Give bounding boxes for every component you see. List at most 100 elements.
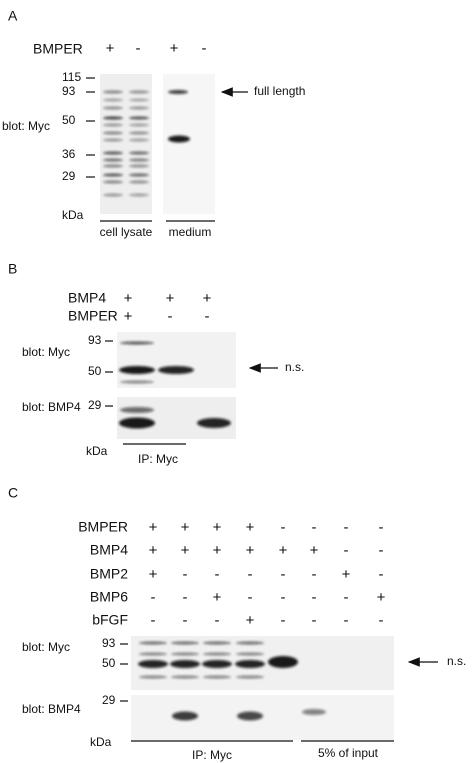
sign: - — [215, 566, 220, 583]
band — [171, 641, 199, 645]
band — [120, 341, 154, 345]
band — [129, 193, 149, 197]
sign: - — [151, 589, 156, 606]
band — [103, 164, 123, 168]
band — [171, 652, 199, 656]
sign: + — [149, 566, 158, 583]
sign: + — [246, 542, 255, 559]
band — [129, 173, 149, 177]
sign: - — [344, 589, 349, 606]
blot — [117, 332, 236, 388]
band — [120, 407, 154, 413]
band — [119, 366, 155, 374]
band — [129, 180, 149, 184]
mw-marker: 29 — [62, 169, 76, 183]
sign: + — [279, 542, 288, 559]
sign: + — [124, 290, 133, 307]
sign: - — [379, 612, 384, 629]
band — [168, 90, 188, 94]
blot-label: blot: Myc — [22, 640, 70, 654]
band — [119, 417, 155, 429]
annotation: full length — [254, 84, 305, 98]
kda-label: kDa — [90, 735, 112, 749]
sign: - — [248, 566, 253, 583]
band — [139, 652, 167, 656]
row-label: BMPER — [78, 519, 128, 535]
sign: - — [168, 308, 173, 325]
band — [197, 418, 231, 428]
band — [203, 641, 231, 645]
band — [103, 98, 123, 102]
sign: - — [183, 612, 188, 629]
band — [129, 138, 149, 142]
sign: - — [344, 519, 349, 536]
band — [171, 675, 199, 679]
sign: + — [213, 519, 222, 536]
sign: - — [248, 589, 253, 606]
band — [168, 135, 190, 143]
band — [139, 675, 167, 679]
blot-label: blot: BMP4 — [22, 400, 81, 414]
row-label: BMPER — [68, 308, 118, 324]
band — [129, 151, 149, 155]
sign: + — [310, 542, 319, 559]
row-label: bFGF — [92, 612, 128, 628]
sign: - — [136, 40, 141, 57]
band — [236, 675, 264, 679]
group-label: cell lysate — [100, 225, 153, 239]
band — [103, 116, 123, 120]
sign: - — [312, 612, 317, 629]
band — [268, 656, 298, 668]
mw-marker: 36 — [62, 147, 76, 161]
group-label: IP: Myc — [138, 452, 178, 466]
annotation: n.s. — [285, 360, 304, 374]
sign: - — [312, 519, 317, 536]
band — [138, 660, 168, 668]
mw-marker: 50 — [88, 364, 102, 378]
annotation: n.s. — [447, 654, 466, 668]
band — [235, 660, 265, 668]
band — [129, 98, 149, 102]
sign: + — [166, 290, 175, 307]
band — [129, 164, 149, 168]
band — [203, 675, 231, 679]
sign: + — [246, 612, 255, 629]
band — [120, 380, 154, 384]
sign: + — [213, 542, 222, 559]
row-label: BMP2 — [90, 566, 128, 582]
band — [129, 131, 149, 135]
sign: + — [203, 290, 212, 307]
band — [103, 138, 123, 142]
group-label: IP: Myc — [192, 748, 232, 762]
sign: - — [151, 612, 156, 629]
sign: + — [181, 519, 190, 536]
mw-marker: 93 — [88, 333, 102, 347]
mw-marker: 93 — [102, 636, 116, 650]
sign: - — [379, 542, 384, 559]
sign: - — [205, 308, 210, 325]
sign: - — [312, 589, 317, 606]
sign: + — [170, 40, 179, 57]
band — [129, 123, 149, 127]
band — [103, 90, 123, 94]
sign: - — [344, 612, 349, 629]
mw-marker: 50 — [102, 656, 116, 670]
panel-label: A — [8, 8, 18, 24]
band — [236, 641, 264, 645]
band — [129, 116, 149, 120]
sign: + — [181, 542, 190, 559]
panel-label: B — [8, 261, 17, 277]
band — [139, 641, 167, 645]
sign: + — [106, 40, 115, 57]
sign: - — [215, 612, 220, 629]
row-label: BMPER — [33, 41, 83, 57]
group-label: 5% of input — [318, 746, 379, 760]
band — [236, 652, 264, 656]
band — [129, 158, 149, 162]
lines — [100, 87, 438, 742]
blot-label: blot: Myc — [2, 119, 50, 133]
blot — [163, 74, 215, 214]
sign: + — [149, 542, 158, 559]
band — [158, 366, 194, 374]
mw-marker: 29 — [102, 693, 116, 707]
